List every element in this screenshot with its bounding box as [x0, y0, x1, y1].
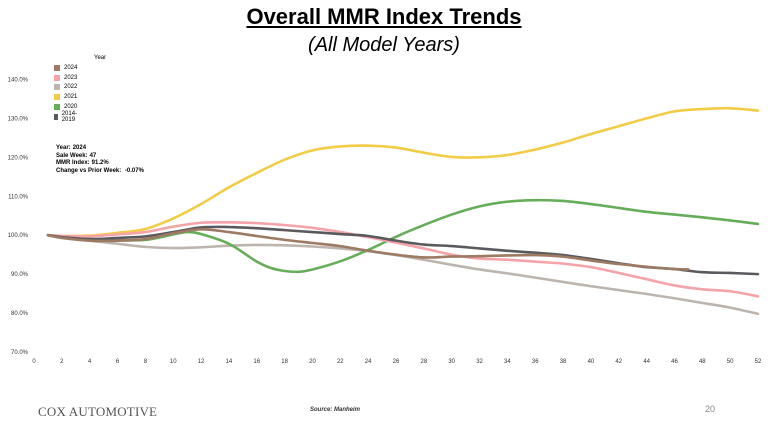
y-tick-label: 70.0%	[11, 350, 29, 356]
series-line-2022	[46, 233, 760, 316]
legend-swatch	[54, 64, 60, 71]
legend-label: 2020	[64, 104, 78, 111]
x-tick-label: 0	[32, 359, 36, 365]
legend-label: 2023	[64, 74, 78, 81]
legend-item-2023: 2023	[54, 73, 79, 83]
y-tick-label: 90.0%	[11, 272, 29, 278]
x-tick-label: 34	[504, 359, 511, 365]
x-tick-label: 38	[560, 359, 567, 365]
stats-sale-week: Sale Week: 47	[56, 152, 97, 159]
legend-title: Year	[94, 55, 107, 61]
x-tick-label: 22	[337, 359, 344, 365]
x-tick-label: 26	[393, 359, 400, 365]
stats-box: Year: 2024 Sale Week: 47 MMR Index: 91.2% C…	[56, 145, 144, 175]
x-tick-label: 16	[253, 359, 260, 365]
x-tick-label: 40	[588, 359, 595, 365]
x-tick-label: 14	[226, 359, 233, 365]
chart-title: Overall MMR Index Trends	[246, 4, 522, 29]
x-tick-label: 48	[699, 359, 706, 365]
legend-swatch	[54, 104, 60, 111]
x-tick-label: 24	[365, 359, 372, 365]
y-tick-label: 120.0%	[8, 155, 29, 161]
legend-swatch	[54, 84, 60, 91]
x-tick-label: 46	[671, 359, 678, 365]
legend-label: 2021	[64, 94, 78, 101]
x-tick-label: 32	[476, 359, 483, 365]
legend-label: 2024	[64, 64, 78, 71]
y-tick-label: 110.0%	[8, 194, 29, 200]
legend-swatch	[54, 74, 60, 81]
legend-label: 2014-2019	[61, 110, 78, 123]
y-tick-label: 130.0%	[8, 116, 29, 122]
chart-subtitle: (All Model Years)	[308, 34, 460, 56]
stats-year: Year: 2024	[56, 145, 87, 151]
stats-change: Change vs Prior Week: -0.07%	[56, 167, 144, 174]
x-tick-label: 30	[448, 359, 455, 365]
legend-swatch	[54, 113, 58, 120]
chart-axes: 70.0% 80.0% 90.0% 100.0% 110.0% 120.0% 130.0% 1…	[8, 77, 762, 365]
legend-item-2020: 2020	[54, 102, 79, 112]
x-tick-label: 20	[309, 359, 316, 365]
series-line-2021	[46, 106, 760, 238]
x-tick-label: 4	[88, 359, 92, 365]
legend-item-2021: 2021	[54, 92, 79, 102]
cox-automotive-logo: COX AUTOMOTIVE	[38, 404, 158, 419]
y-tick-label: 100.0%	[8, 233, 29, 239]
y-tick-label: 80.0%	[11, 311, 29, 317]
legend-item-2024: 2024	[54, 63, 79, 73]
legend-swatch	[54, 94, 60, 101]
x-tick-label: 44	[643, 359, 650, 365]
legend-item-2014-2019: 2014-2019	[54, 110, 79, 123]
x-tick-label: 36	[532, 359, 539, 365]
x-tick-label: 50	[727, 359, 734, 365]
series-line-2024	[46, 228, 690, 271]
legend-items: 2024 2023 2022 2021 2020 2014-2019	[54, 63, 79, 123]
x-tick-label: 10	[170, 359, 177, 365]
source-note: Source: Manheim	[310, 407, 361, 413]
x-tick-label: 8	[144, 359, 148, 365]
x-tick-label: 42	[615, 359, 622, 365]
series-line-2023	[46, 220, 760, 298]
chart-series	[46, 106, 760, 316]
legend-item-2022: 2022	[54, 83, 79, 93]
legend-label: 2022	[64, 84, 78, 91]
x-tick-label: 52	[755, 359, 762, 365]
x-tick-label: 18	[281, 359, 288, 365]
stats-mmr-index: MMR Index: 91.2%	[56, 160, 109, 166]
page-number: 20	[705, 404, 716, 414]
x-tick-label: 6	[116, 359, 120, 365]
x-tick-label: 12	[198, 359, 205, 365]
x-tick-label: 2	[60, 359, 64, 365]
x-tick-label: 28	[421, 359, 428, 365]
y-tick-label: 140.0%	[8, 77, 29, 83]
